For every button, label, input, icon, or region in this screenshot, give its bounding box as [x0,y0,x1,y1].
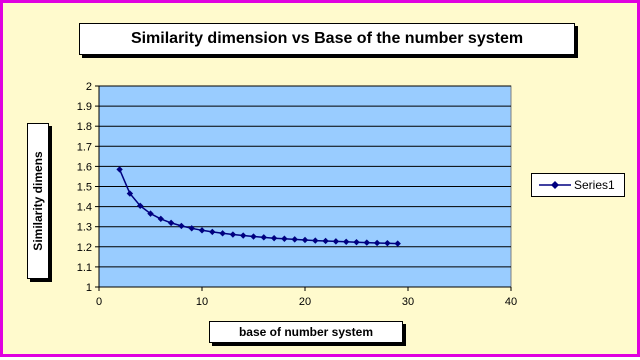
data-point [353,238,360,246]
data-point [188,225,195,232]
y-tick-label: 1.2 [77,242,92,254]
y-tick-label: 1.3 [77,222,92,234]
y-tick-label: 1.9 [77,101,92,113]
data-point [363,239,370,246]
data-point [312,237,319,244]
data-point [322,237,329,245]
legend-series-label: Series1 [574,178,615,192]
y-tick-label: 2 [86,81,92,93]
y-tick-label: 1.1 [77,262,92,274]
data-point [384,239,391,247]
y-tick-label: 1.7 [77,141,92,153]
data-point [137,202,144,209]
data-point [229,231,237,238]
data-point [301,236,309,244]
data-point [157,215,164,223]
y-tick-label: 1.6 [77,161,92,173]
x-tick-label: 10 [196,296,208,308]
y-axis-label-box: Similarity dimens [27,123,49,279]
x-tick-label: 20 [299,296,311,308]
data-point [116,166,123,173]
data-point [291,236,298,243]
legend: Series1 [531,173,625,197]
x-tick-label: 30 [402,296,414,308]
x-tick-label: 40 [505,296,517,308]
data-point [343,238,350,245]
data-point [167,219,175,227]
y-axis-label: Similarity dimens [31,151,45,251]
data-point [209,228,216,236]
y-tick-label: 1 [86,282,92,294]
data-point [147,210,154,217]
data-point [198,227,206,234]
data-point [250,233,257,240]
x-tick-label: 0 [96,296,102,308]
data-point [126,190,134,197]
data-point [178,222,185,230]
data-point [240,232,247,239]
chart-svg: 11.11.21.31.41.51.61.71.81.920 10 20 30 40 [77,81,517,308]
data-point [281,235,288,242]
chart-title: Similarity dimension vs Base of the numb… [79,23,575,55]
data-point [260,234,267,241]
x-axis-label: base of number system [209,321,403,343]
data-point [332,238,340,245]
data-point [270,234,278,242]
data-point [219,230,226,237]
y-tick-label: 1.4 [77,202,92,214]
series-line [118,169,398,245]
data-point [394,240,401,247]
y-tick-label: 1.5 [77,182,92,194]
data-point [373,239,381,247]
legend-series-swatch [539,181,571,189]
y-tick-label: 1.8 [77,121,92,133]
